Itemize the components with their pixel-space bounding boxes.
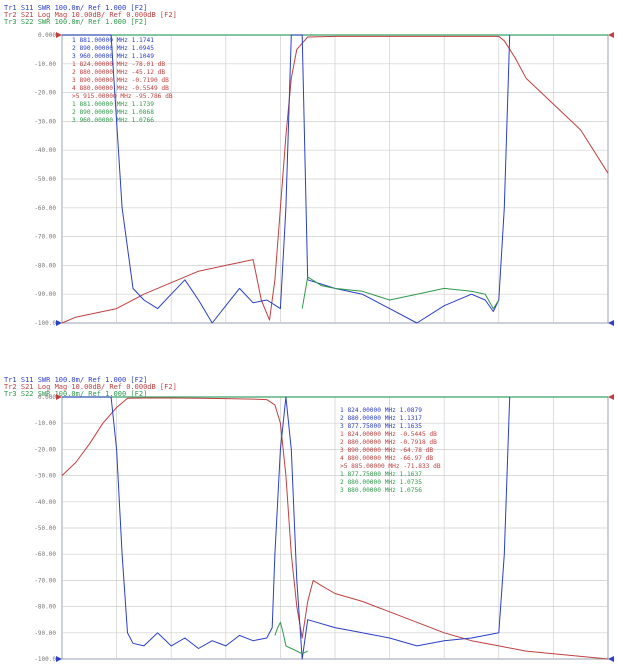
y-tick-label: -50.00 (34, 525, 56, 532)
marker-readout-line: 2 880.00000 MHz 1.1317 (340, 415, 422, 422)
y-tick-label: -100.0 (34, 320, 56, 327)
trace-header-2: Tr2 S21 Log Mag 10.00dB/ Ref 0.000dB [F2… (4, 383, 177, 391)
series-s22-line (301, 276, 500, 310)
chart-plot-top: 0.000 -10.00 -20.00 -30.00 -40.00 -50.00 -60.0… (34, 32, 614, 327)
y-tick-label: -90.00 (34, 630, 56, 637)
y-tick-label: -60.00 (34, 551, 56, 558)
y-tick-label: -90.00 (34, 291, 56, 298)
series-s22-line (274, 621, 308, 655)
ref-arrow-icon (56, 394, 62, 400)
trace-header-2: Tr2 S21 Log Mag 10.00dB/ Ref 0.000dB [F2… (4, 11, 177, 19)
series-s11-line (62, 396, 511, 660)
y-tick-label: -80.00 (34, 262, 56, 269)
marker-readout-line: 3 890.00000 MHz -0.7190 dB (72, 77, 169, 84)
trace-header-1: Tr1 S11 SWR 100.0m/ Ref 1.000 [F2] (4, 4, 148, 12)
chart-panel-top: Tr1 S11 SWR 100.0m/ Ref 1.000 [F2] Tr2 S2… (0, 0, 617, 330)
y-tick-label: -20.00 (34, 446, 56, 453)
y-tick-label: -40.00 (34, 147, 56, 154)
grid (62, 397, 608, 659)
trace-header-1: Tr1 S11 SWR 100.0m/ Ref 1.000 [F2] (4, 376, 148, 384)
y-tick-label: -30.00 (34, 118, 56, 125)
series-s21-line (61, 397, 609, 660)
y-tick-label: -50.00 (34, 176, 56, 183)
marker-readout-line: >5 915.00000 MHz -95.786 dB (72, 93, 173, 100)
y-tick-label: -20.00 (34, 90, 56, 97)
series-s11-line (62, 34, 511, 324)
y-tick-label: 0.000 (38, 32, 56, 39)
marker-readout-line: 2 880.00000 MHz 1.0735 (340, 479, 422, 486)
marker-readout-line: 1 824.00000 MHz -78.01 dB (72, 61, 165, 68)
trace-header-3: Tr3 S22 SWR 100.0m/ Ref 1.000 [F2] (4, 390, 148, 398)
y-tick-label: -100.0 (34, 656, 56, 663)
y-tick-label: -80.00 (34, 604, 56, 611)
y-tick-label: -40.00 (34, 499, 56, 506)
ref-arrow-icon (608, 656, 614, 662)
y-tick-label: -10.00 (34, 420, 56, 427)
marker-readout-line: 2 890.00000 MHz 1.0945 (72, 45, 154, 52)
trace-header-3: Tr3 S22 SWR 100.0m/ Ref 1.000 [F2] (4, 18, 148, 26)
ref-arrow-icon (608, 394, 614, 400)
marker-readout-line: 3 877.75000 MHz 1.1635 (340, 423, 422, 430)
y-tick-label: -30.00 (34, 473, 56, 480)
ref-arrow-icon (608, 32, 614, 38)
marker-readout-line: 1 881.00000 MHz 1.1739 (72, 101, 154, 108)
ref-arrow-icon (608, 320, 614, 326)
grid (62, 35, 608, 323)
marker-readout-line: 1 824.00000 MHz 1.0879 (340, 407, 422, 414)
marker-readout-line: 3 890.00000 MHz -64.78 dB (340, 447, 433, 454)
marker-readout-line: 1 824.00000 MHz -0.5445 dB (340, 431, 437, 438)
ref-arrow-icon (56, 656, 62, 662)
chart-panel-bottom: Tr1 S11 SWR 100.0m/ Ref 1.000 [F2] Tr2 S2… (0, 372, 617, 666)
marker-readout-line: 4 880.00000 MHz -0.5549 dB (72, 85, 169, 92)
marker-readout-line: 3 880.00000 MHz 1.0756 (340, 487, 422, 494)
marker-readout-line: 2 880.00000 MHz -45.12 dB (72, 69, 165, 76)
marker-readout-line: 3 960.00000 MHz 1.1049 (72, 53, 154, 60)
chart-plot-bottom: 0.000 -10.00 -20.00 -30.00 -40.00 -50.00 -60.0… (34, 394, 614, 663)
ref-arrow-icon (56, 32, 62, 38)
marker-readout-line: 1 881.00000 MHz 1.1741 (72, 37, 154, 44)
y-tick-label: -10.00 (34, 61, 56, 68)
y-tick-label: -70.00 (34, 577, 56, 584)
marker-readout-line: 4 880.00000 MHz -66.97 dB (340, 455, 433, 462)
marker-readout-line: 1 877.75000 MHz 1.1637 (340, 471, 422, 478)
y-tick-label: -70.00 (34, 234, 56, 241)
marker-readout-line: 3 960.00000 MHz 1.0766 (72, 117, 154, 124)
y-tick-label: -60.00 (34, 205, 56, 212)
y-tick-label: 0.000 (38, 394, 56, 401)
ref-arrow-icon (56, 320, 62, 326)
marker-readout-line: 2 890.00000 MHz 1.0868 (72, 109, 154, 116)
marker-readout-line: 2 880.00000 MHz -0.7918 dB (340, 439, 437, 446)
marker-readout-line: >5 885.00000 MHz -71.833 dB (340, 463, 441, 470)
